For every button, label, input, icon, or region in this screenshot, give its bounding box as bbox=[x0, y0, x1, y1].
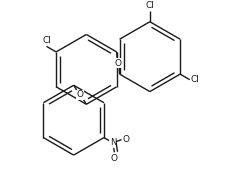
Text: O: O bbox=[111, 154, 118, 163]
Text: Cl: Cl bbox=[145, 1, 154, 10]
Text: N: N bbox=[110, 138, 116, 147]
Text: Cl: Cl bbox=[42, 36, 51, 45]
Text: O: O bbox=[115, 59, 122, 67]
Text: O: O bbox=[77, 90, 84, 99]
Text: Cl: Cl bbox=[191, 75, 199, 84]
Text: O: O bbox=[122, 135, 129, 144]
